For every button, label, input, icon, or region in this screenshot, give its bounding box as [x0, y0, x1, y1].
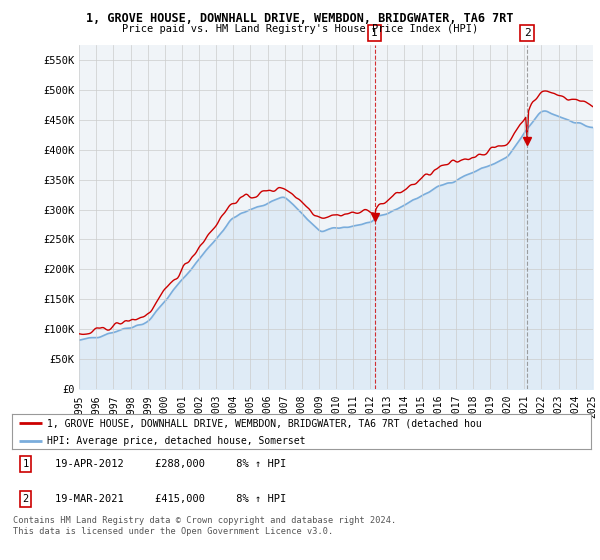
Text: 1: 1: [22, 459, 29, 469]
Text: HPI: Average price, detached house, Somerset: HPI: Average price, detached house, Some…: [47, 436, 305, 446]
Text: Price paid vs. HM Land Registry's House Price Index (HPI): Price paid vs. HM Land Registry's House …: [122, 24, 478, 34]
Text: Contains HM Land Registry data © Crown copyright and database right 2024.
This d: Contains HM Land Registry data © Crown c…: [13, 516, 397, 536]
Text: 19-APR-2012     £288,000     8% ↑ HPI: 19-APR-2012 £288,000 8% ↑ HPI: [55, 459, 287, 469]
Text: 1: 1: [371, 28, 378, 38]
Text: 1, GROVE HOUSE, DOWNHALL DRIVE, WEMBDON, BRIDGWATER, TA6 7RT: 1, GROVE HOUSE, DOWNHALL DRIVE, WEMBDON,…: [86, 12, 514, 25]
Text: 2: 2: [22, 494, 29, 504]
Text: 19-MAR-2021     £415,000     8% ↑ HPI: 19-MAR-2021 £415,000 8% ↑ HPI: [55, 494, 287, 504]
Text: 1, GROVE HOUSE, DOWNHALL DRIVE, WEMBDON, BRIDGWATER, TA6 7RT (detached hou: 1, GROVE HOUSE, DOWNHALL DRIVE, WEMBDON,…: [47, 418, 481, 428]
Text: 2: 2: [524, 28, 530, 38]
